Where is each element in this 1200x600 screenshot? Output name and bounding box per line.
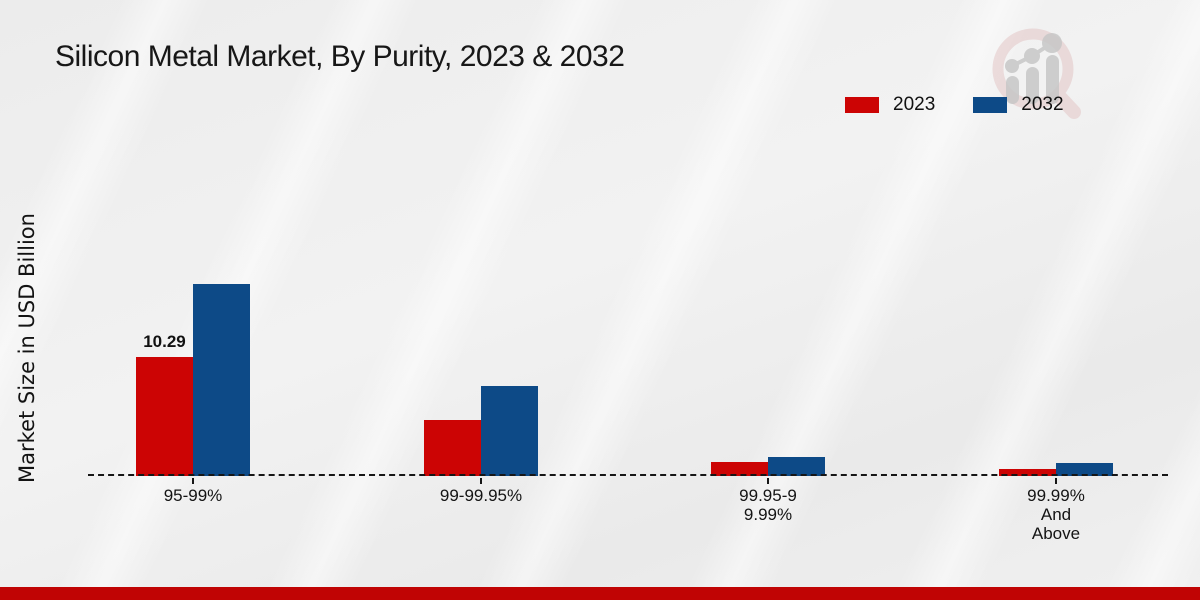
- x-axis-tick: [767, 478, 769, 484]
- bar-2023-category-1: [424, 420, 481, 476]
- bar-value-label: 10.29: [143, 332, 186, 351]
- bar-2023-category-3: [999, 469, 1056, 476]
- magnifier-growth-logo-icon: [992, 28, 1081, 119]
- x-axis-category-label: 95-99%: [163, 486, 223, 505]
- x-axis-category-label: 99-99.95%: [439, 486, 523, 505]
- legend-label-2032: 2032: [1021, 94, 1064, 115]
- x-axis-tick: [192, 478, 194, 484]
- bottom-accent-bar: [0, 587, 1200, 600]
- legend-item-2023: 2023: [845, 94, 935, 116]
- bar-2032-category-0: [193, 284, 250, 476]
- legend-item-2032: 2032: [973, 94, 1064, 116]
- y-axis-label: Market Size in USD Billion: [15, 213, 39, 483]
- plot-area: 95-99% 99-99.95% 99.95-9 9.99% 99.99% And A…: [88, 176, 1168, 543]
- bar-2023-category-0: [136, 357, 193, 476]
- legend-swatch-2032: [973, 97, 1008, 113]
- chart-title: Silicon Metal Market, By Purity, 2023 & …: [55, 40, 625, 73]
- x-axis-tick: [480, 478, 482, 484]
- x-axis-category-label: 99.99% And Above: [1027, 486, 1085, 544]
- x-axis-tick: [1055, 478, 1057, 484]
- bar-2032-category-2: [768, 457, 825, 476]
- legend-swatch-2023: [845, 97, 879, 113]
- bar-2032-category-3: [1056, 463, 1113, 476]
- bar-2032-category-1: [481, 386, 538, 476]
- bar-2023-category-2: [711, 462, 768, 476]
- x-axis-baseline: [88, 474, 1168, 476]
- x-axis-category-label: 99.95-9 9.99%: [739, 486, 797, 525]
- legend: 2023 2032: [845, 94, 1064, 116]
- legend-label-2023: 2023: [893, 94, 936, 115]
